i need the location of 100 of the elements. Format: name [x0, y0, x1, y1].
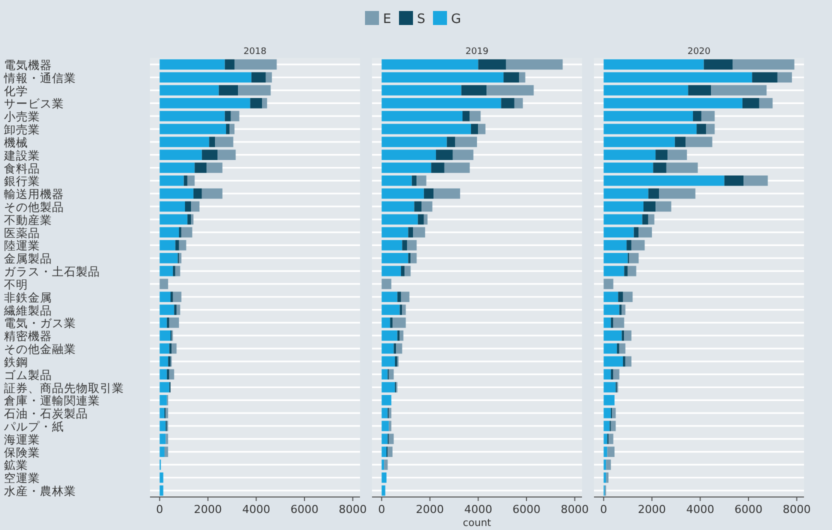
bar: [160, 110, 225, 122]
y-tick-label: 非鉄金属: [4, 290, 52, 304]
bar: [777, 72, 792, 83]
bar: [160, 214, 188, 225]
bar: [160, 162, 195, 173]
bar: [388, 369, 394, 380]
bar: [160, 124, 226, 134]
bar: [604, 460, 606, 470]
bar: [382, 214, 418, 225]
bar: [618, 292, 623, 302]
bar: [160, 292, 171, 302]
bar: [519, 72, 526, 83]
bar: [424, 188, 434, 199]
bar: [604, 110, 693, 122]
y-tick-label: ゴム製品: [4, 368, 52, 382]
bar: [742, 98, 760, 108]
y-tick-label: 情報・通信業: [3, 70, 76, 85]
bar: [166, 434, 168, 444]
x-tick-label: 2000: [416, 503, 444, 516]
y-tick-label: 電気・ガス業: [4, 316, 76, 330]
bar: [604, 162, 654, 173]
y-tick-label: 小売業: [4, 110, 40, 124]
bar: [160, 227, 179, 238]
y-tick-label: 海運業: [4, 432, 40, 446]
bar: [688, 85, 712, 96]
y-tick-label: 建設業: [3, 148, 40, 162]
bar: [160, 85, 219, 96]
bar: [160, 394, 167, 406]
bar: [382, 420, 389, 432]
bar: [382, 394, 392, 406]
bar: [382, 110, 463, 122]
bar: [692, 110, 702, 122]
bar: [191, 201, 200, 212]
chart-title: 2019: [466, 47, 489, 57]
bar: [604, 150, 656, 160]
bar: [506, 59, 563, 70]
bar: [424, 214, 428, 225]
bar: [604, 330, 622, 341]
bar: [501, 98, 514, 108]
bar: [160, 434, 166, 444]
bar: [382, 382, 395, 392]
x-tick-label: 0: [600, 503, 608, 516]
bar: [160, 408, 164, 418]
bar: [388, 408, 392, 418]
bar: [686, 136, 712, 148]
bar: [166, 369, 170, 380]
bar: [388, 446, 393, 457]
bar: [397, 292, 401, 302]
bar: [604, 382, 616, 392]
bar: [616, 343, 620, 354]
x-tick-label: 4000: [686, 503, 714, 516]
x-tick-label: 8000: [560, 503, 589, 516]
x-tick-label: 0: [378, 503, 386, 516]
y-tick-label: サービス業: [4, 96, 64, 111]
bar: [604, 85, 688, 96]
bar: [604, 240, 627, 250]
bar: [166, 318, 170, 328]
bar: [230, 124, 234, 134]
bar: [394, 343, 396, 354]
bar: [412, 175, 417, 186]
bar: [160, 330, 171, 341]
bar: [187, 214, 192, 225]
y-tick-label: 水産・農林業: [4, 484, 76, 498]
bar: [666, 162, 698, 173]
y-tick-label: 金属製品: [4, 252, 52, 266]
bar: [206, 162, 222, 173]
bar: [251, 72, 266, 83]
bar: [624, 266, 628, 276]
bar: [604, 214, 642, 225]
bar: [604, 124, 697, 134]
bar: [706, 124, 715, 134]
y-tick-label: 鉱業: [4, 458, 28, 472]
bar: [250, 98, 262, 108]
bar: [610, 369, 614, 380]
bar: [604, 201, 644, 212]
bar: [168, 356, 171, 367]
bar: [382, 446, 386, 457]
bar: [218, 150, 236, 160]
bar: [160, 485, 164, 496]
bar: [178, 252, 182, 264]
bar: [382, 98, 502, 108]
bar: [462, 110, 470, 122]
y-tick-label: 銀行業: [4, 174, 40, 188]
bar: [613, 369, 620, 380]
bar: [230, 110, 240, 122]
bar: [226, 124, 230, 134]
bar: [160, 175, 184, 186]
bar: [394, 356, 398, 367]
bar: [604, 446, 608, 457]
bar: [160, 343, 170, 354]
y-tick-label: 食料品: [4, 161, 40, 176]
bar: [414, 201, 422, 212]
bar: [266, 72, 272, 83]
bar: [388, 420, 392, 432]
y-tick-label: その他金融業: [4, 342, 76, 356]
bar: [382, 292, 398, 302]
bar: [514, 98, 523, 108]
bar: [382, 369, 388, 380]
bar: [604, 59, 704, 70]
bar: [238, 85, 271, 96]
